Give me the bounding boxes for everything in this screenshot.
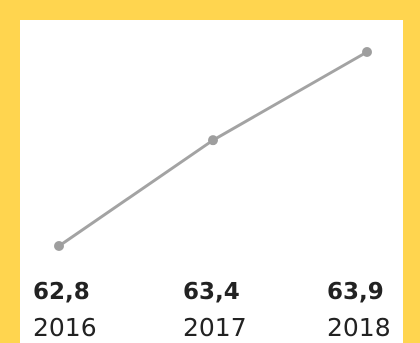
series-group: [54, 47, 372, 251]
frame-border-right: [403, 0, 420, 343]
frame-border-left: [0, 0, 20, 343]
x-tick-label-2017: 2017: [183, 313, 247, 342]
series-line: [58, 50, 368, 248]
data-point-2016: [54, 241, 64, 251]
data-label-2016: 62,8: [33, 279, 90, 305]
data-label-2017: 63,4: [183, 279, 240, 305]
x-tick-label-2018: 2018: [327, 313, 391, 342]
x-tick-label-2016: 2016: [33, 313, 97, 342]
data-point-2018: [362, 47, 372, 57]
data-point-2017: [208, 135, 218, 146]
data-label-2018: 63,9: [327, 279, 384, 305]
frame-border-top: [0, 0, 420, 20]
